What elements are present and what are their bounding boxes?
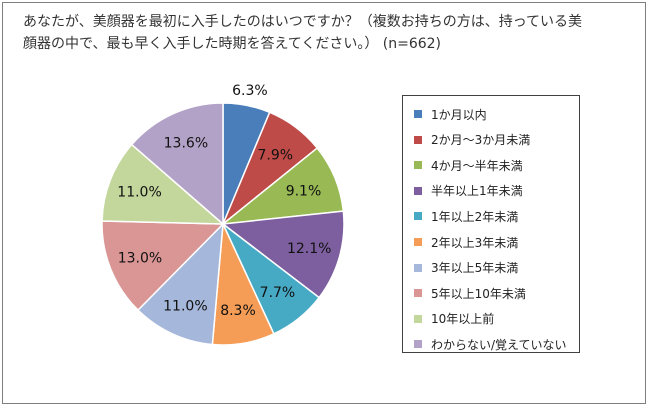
legend-label: わからない/覚えていない [431, 337, 567, 352]
pie-slice-9 [101, 143, 226, 225]
legend-swatch [414, 110, 422, 118]
legend-label: 2年以上3年未満 [431, 235, 519, 250]
legend-swatch [414, 263, 422, 272]
legend-swatch [414, 314, 422, 323]
legend-swatch [414, 212, 422, 221]
legend-item: 4か月～半年未満 [414, 155, 523, 175]
pie-data-label-2: 7.9% [258, 147, 294, 163]
legend-swatch [414, 340, 422, 349]
pie-data-label-8: 13.0% [118, 250, 162, 266]
legend-label: 10年以上前 [431, 312, 495, 327]
legend-swatch [414, 186, 422, 195]
pie-chart: 6.3% 7.9% 9.1% 12.1% 7.7%8.3% 11.0% 13.0% 11.0%… [101, 83, 345, 346]
legend-swatch [414, 289, 422, 298]
legend-item: 2年以上3年未満 [414, 232, 518, 252]
legend: 1か月以内 2か月～3か月未満 4か月～半年未満 半年以上1年未満 1年以上2年未満 2年… [402, 95, 580, 353]
legend-item: 3年以上5年未満 [414, 258, 518, 278]
pie-data-labels: 6.3% 7.9% 9.1% 12.1% 7.7%8.3% 11.0% 13.0% 11.0%… [117, 83, 331, 319]
legend-swatch [414, 161, 422, 170]
legend-swatch [414, 135, 422, 144]
pie-data-label-5: 7.7% [260, 285, 296, 301]
pie-data-label-6: 8.3% [220, 303, 256, 319]
pie-data-label-4: 12.1% [287, 241, 331, 257]
legend-label: 1か月以内 [431, 107, 487, 122]
legend-label: 1年以上2年未満 [431, 209, 519, 224]
pie-slice-7 [136, 221, 224, 346]
legend-label: 2か月～3か月未満 [431, 133, 531, 148]
pie-slices [101, 102, 345, 346]
legend-item: 10年以上前 [414, 309, 494, 329]
legend-item: 5年以上10年未満 [414, 283, 526, 303]
pie-data-label-1: 6.3% [232, 83, 268, 99]
chart-frame: あなたが、美顔器を最初に入手したのはいつですか？（複数お持ちの方は、持っている美… [2, 2, 646, 404]
pie-slice-8 [101, 220, 225, 312]
legend-label: 半年以上1年未満 [431, 184, 523, 199]
pie-slice-4 [221, 210, 345, 299]
pie-slice-10 [130, 102, 224, 226]
pie-data-label-3: 9.1% [286, 184, 322, 200]
legend-item: 2か月～3か月未満 [414, 130, 530, 150]
legend-item: 半年以上1年未満 [414, 181, 523, 201]
pie-data-label-7: 11.0% [163, 298, 207, 314]
legend-item: 1か月以内 [414, 104, 487, 124]
legend-label: 5年以上10年未満 [431, 286, 526, 301]
chart-title: あなたが、美顔器を最初に入手したのはいつですか？（複数お持ちの方は、持っている美… [23, 14, 583, 52]
legend-label: 3年以上5年未満 [431, 261, 519, 276]
legend-item: 1年以上2年未満 [414, 206, 518, 226]
pie-data-label-9: 11.0% [117, 185, 161, 201]
legend-label: 4か月～半年未満 [431, 158, 523, 173]
pie-data-label-10: 13.6% [164, 136, 208, 152]
legend-swatch [414, 238, 422, 246]
legend-item: わからない/覚えていない [414, 334, 566, 354]
